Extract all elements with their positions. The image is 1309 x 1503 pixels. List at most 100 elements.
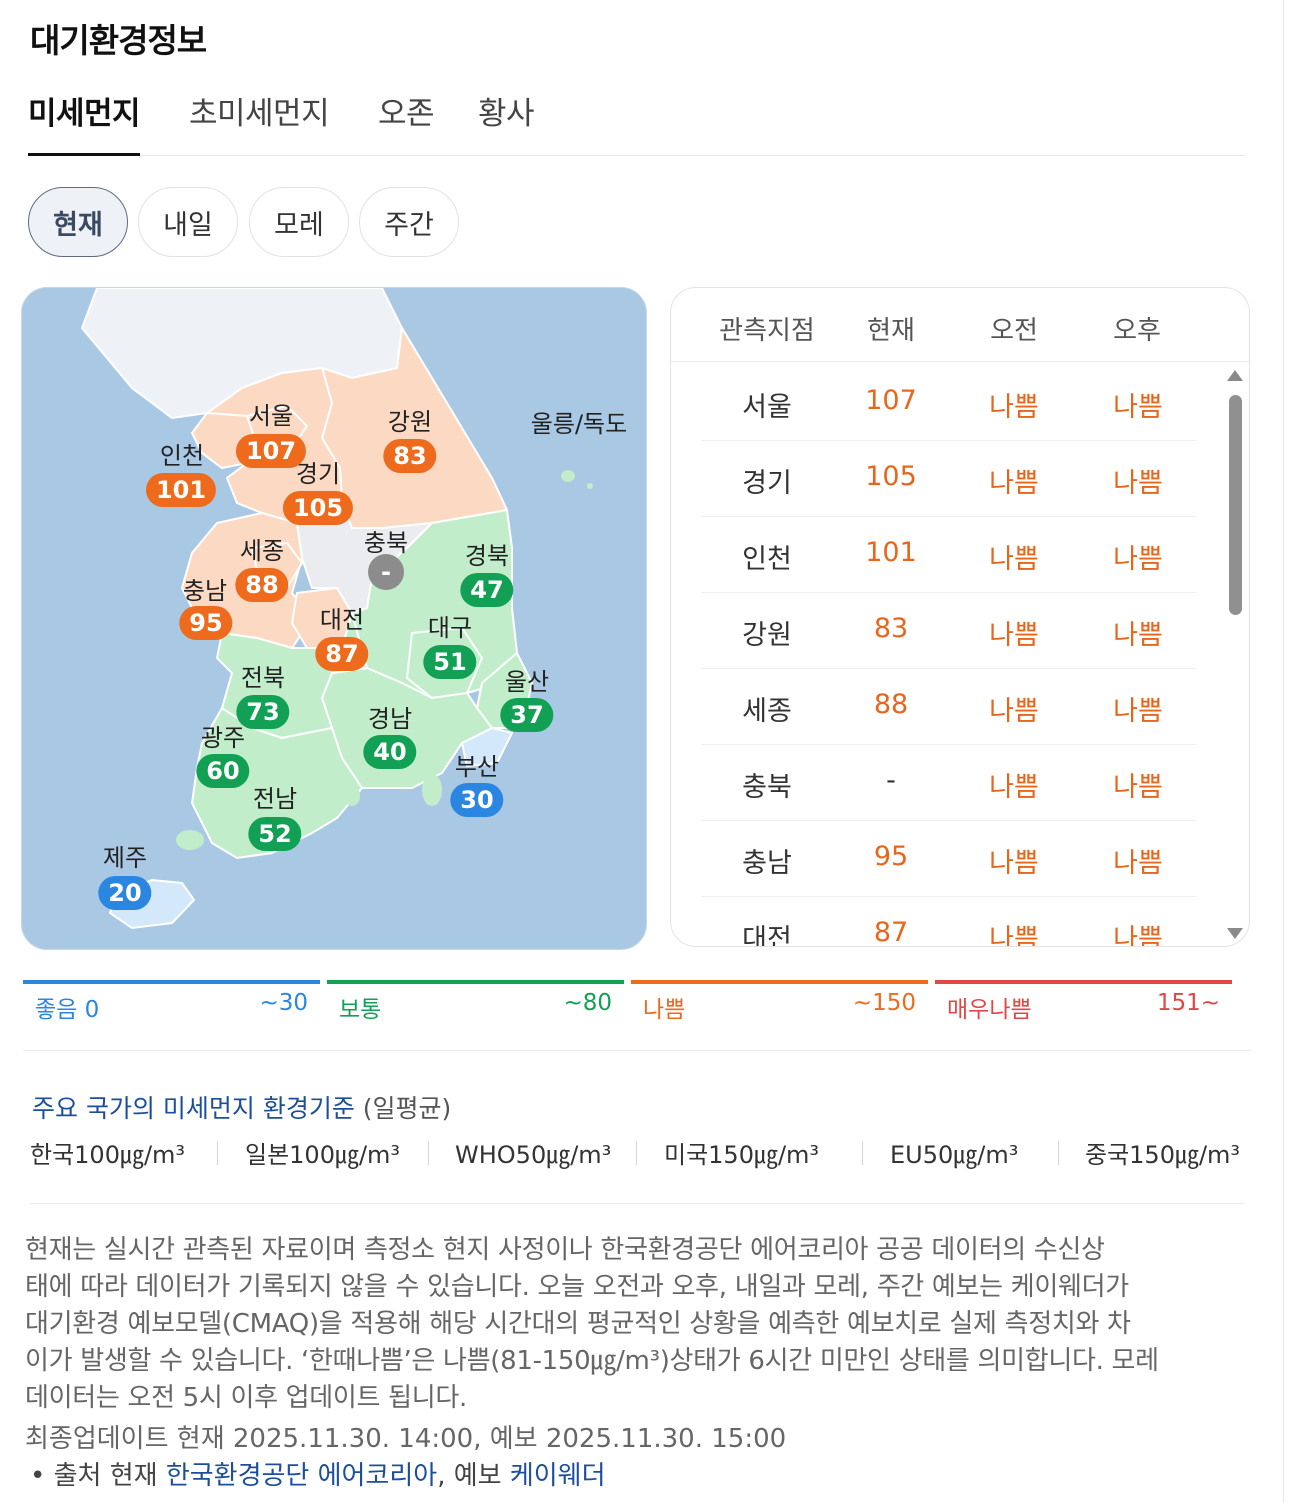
region-badge-chungnam[interactable]: 95 [179,606,233,640]
table-scrollbar-thumb[interactable] [1229,395,1242,615]
station-am-grade: 나쁨 [989,696,1039,727]
region-badge-gyeongbuk[interactable]: 47 [460,573,514,607]
legend-very-bad-label: 매우나쁨 [947,997,1032,1023]
tab-pm25[interactable]: 초미세먼지 [189,96,330,132]
table-row: 서울 107 나쁨 나쁨 [701,365,1196,441]
region-label-ulleung-dokdo: 울릉/독도 [530,410,628,438]
station-am-grade: 나쁨 [989,544,1039,575]
region-label-daejeon: 대전 [319,606,365,634]
standards-separator [217,1141,218,1165]
station-name: 세종 [742,696,792,727]
tab-pm10[interactable]: 미세먼지 [28,88,141,156]
period-tab-tomorrow[interactable]: 내일 [138,187,238,257]
station-now-value: - [886,765,896,796]
station-name: 경기 [742,468,792,499]
source-prefix: • 출처 현재 [30,1461,166,1491]
standards-subtitle: (일평균) [362,1094,452,1123]
region-badge-gangwon[interactable]: 83 [383,439,437,473]
station-name: 충북 [742,772,792,803]
tab-yellow-dust[interactable]: 황사 [478,96,535,132]
legend-bad-max: ~150 [852,990,916,1016]
region-badge-sejong[interactable]: 88 [235,568,289,602]
standard-korea: 한국100㎍/m³ [30,1141,186,1169]
station-am-grade: 나쁨 [989,392,1039,423]
region-badge-gwangju[interactable]: 60 [196,754,250,788]
legend-normal-max: ~80 [563,990,612,1016]
region-label-incheon: 인천 [159,442,205,470]
region-label-jeju: 제주 [102,844,148,872]
table-row: 충북 - 나쁨 나쁨 [701,745,1196,821]
region-badge-jeju[interactable]: 20 [98,876,152,910]
region-badge-seoul[interactable]: 107 [235,434,307,468]
standard-japan: 일본100㎍/m³ [245,1141,401,1169]
legend-very-bad-max: 151~ [1156,990,1220,1016]
table-row: 인천 101 나쁨 나쁨 [701,517,1196,593]
last-update-text: 최종업데이트 현재 2025.11.30. 14:00, 예보 2025.11.… [25,1424,787,1454]
legend-bad: 나쁨 ~150 [631,980,928,1023]
region-label-gyeongbuk: 경북 [464,542,510,570]
station-now-value: 105 [865,461,917,492]
region-label-gyeongnam: 경남 [367,705,413,733]
period-tab-day-after[interactable]: 모레 [249,187,349,257]
standard-usa: 미국150㎍/m³ [664,1141,820,1169]
table-row: 세종 88 나쁨 나쁨 [701,669,1196,745]
notice-line: 대기환경 예보모델(CMAQ)을 적용해 해당 시간대의 평균적인 상황을 예측… [25,1309,1131,1339]
section-divider [30,1203,1245,1204]
region-badge-gyeonggi[interactable]: 105 [282,491,354,525]
region-badge-daejeon[interactable]: 87 [315,637,369,671]
standards-title-text: 주요 국가의 미세먼지 환경기준 [32,1094,355,1123]
standards-separator [428,1141,429,1165]
legend-very-bad: 매우나쁨 151~ [935,980,1232,1023]
scroll-up-arrow-icon[interactable] [1227,370,1243,381]
map-island-south-1 [176,830,204,850]
legend-good: 좋음 0 ~30 [23,980,320,1023]
region-badge-daegu[interactable]: 51 [423,645,477,679]
legend-normal: 보통 ~80 [327,980,624,1023]
period-tab-now[interactable]: 현재 [28,187,128,257]
station-now-value: 87 [873,917,909,947]
region-label-ulsan: 울산 [504,668,550,696]
region-label-seoul: 서울 [248,402,294,430]
standard-who: WHO50㎍/m³ [455,1141,612,1169]
standards-title: 주요 국가의 미세먼지 환경기준 (일평균) [32,1089,451,1125]
table-row: 경기 105 나쁨 나쁨 [701,441,1196,517]
station-table: 관측지점 현재 오전 오후 서울 107 나쁨 나쁨 경기 105 나쁨 나쁨 … [670,287,1250,947]
region-badge-gyeongnam[interactable]: 40 [363,735,417,769]
tab-ozone[interactable]: 오존 [378,96,435,132]
station-name: 충남 [742,848,792,879]
source-line: • 출처 현재 한국환경공단 에어코리아, 예보 케이웨더 [30,1455,606,1492]
station-am-grade: 나쁨 [989,468,1039,499]
region-badge-jeonnam[interactable]: 52 [248,817,302,851]
source-link-kweather[interactable]: 케이웨더 [509,1461,606,1491]
notice-line: 이가 발생할 수 있습니다. ‘한때나쁨’은 나쁨(81-150㎍/m³)상태가… [25,1346,1159,1376]
table-row: 강원 83 나쁨 나쁨 [701,593,1196,669]
station-pm-grade: 나쁨 [1113,848,1163,879]
legend-bad-label: 나쁨 [643,997,686,1023]
scroll-down-arrow-icon[interactable] [1227,928,1243,939]
region-badge-ulsan[interactable]: 37 [500,698,554,732]
region-badge-busan[interactable]: 30 [450,783,504,817]
region-label-jeonnam: 전남 [252,785,298,813]
standard-china: 중국150㎍/m³ [1085,1141,1241,1169]
region-label-chungnam: 충남 [182,577,228,605]
page-title: 대기환경정보 [30,21,207,60]
region-badge-chungbuk[interactable]: - [368,554,404,590]
region-badge-incheon[interactable]: 101 [145,473,217,507]
station-now-value: 88 [873,689,909,720]
station-pm-grade: 나쁨 [1113,468,1163,499]
standard-eu: EU50㎍/m³ [890,1141,1019,1169]
station-now-value: 101 [865,537,917,568]
table-header-am: 오전 [990,316,1038,346]
map-island-ulleung [561,470,575,482]
station-pm-grade: 나쁨 [1113,696,1163,727]
station-pm-grade: 나쁨 [1113,772,1163,803]
period-tab-weekly[interactable]: 주간 [359,187,459,257]
map-island-south-3 [344,786,360,806]
source-link-airkorea[interactable]: 한국환경공단 에어코리아 [165,1461,438,1491]
page-right-border [1283,0,1284,1503]
standards-list: 한국100㎍/m³ 일본100㎍/m³ WHO50㎍/m³ 미국150㎍/m³ … [30,1135,1245,1171]
legend-normal-label: 보통 [339,997,382,1023]
region-badge-jeonbuk[interactable]: 73 [236,695,290,729]
station-name: 강원 [742,620,792,651]
station-pm-grade: 나쁨 [1113,620,1163,651]
